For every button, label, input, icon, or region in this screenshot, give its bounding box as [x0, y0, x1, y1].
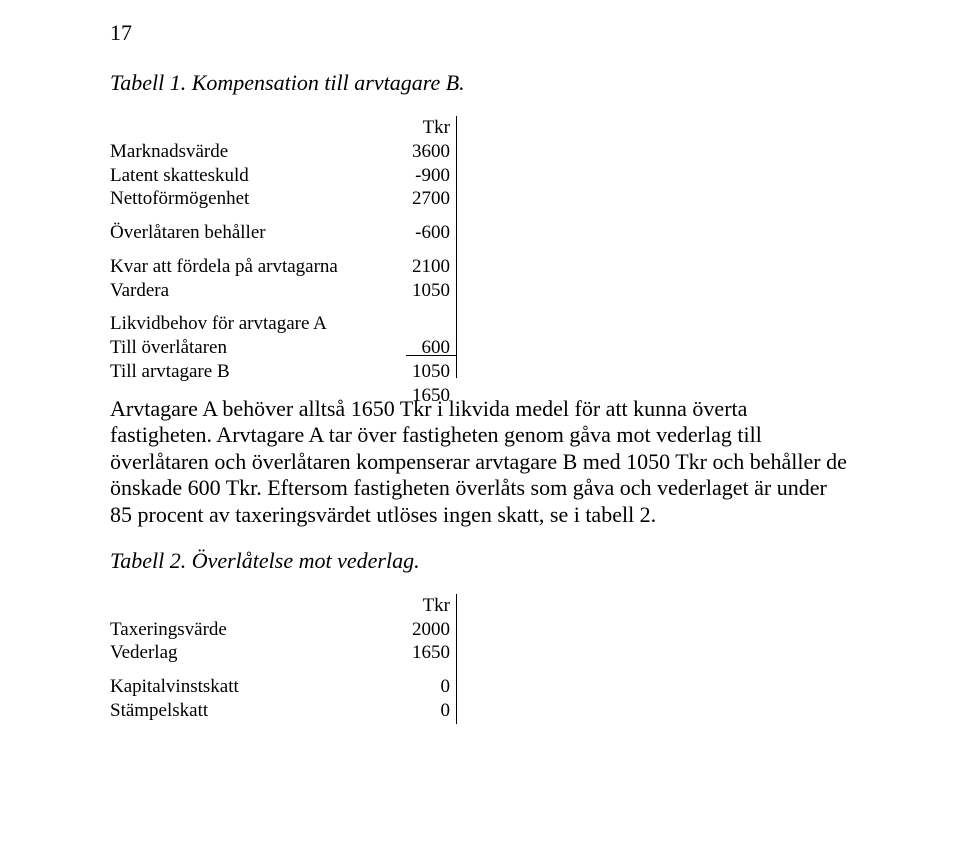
latent-label: Latent skatteskuld — [110, 164, 390, 188]
overlataren-val: -600 — [390, 221, 450, 245]
kvar-val: 2100 — [390, 255, 450, 279]
page: 17 Tabell 1. Kompensation till arvtagare… — [0, 0, 960, 854]
vederlag-val: 1650 — [390, 641, 450, 665]
table1-col-header-spacer — [110, 116, 390, 140]
vardera-val: 1050 — [390, 279, 450, 303]
vardera-label: Vardera — [110, 279, 390, 303]
sum-label — [110, 384, 390, 408]
latent-val: -900 — [390, 164, 450, 188]
table2-heading: Tabell 2. Överlåtelse mot vederlag. — [110, 548, 850, 574]
netto-val: 2700 — [390, 187, 450, 211]
stampel-label: Stämpelskatt — [110, 699, 390, 723]
table1-heading: Tabell 1. Kompensation till arvtagare B. — [110, 70, 850, 96]
page-number: 17 — [110, 20, 850, 46]
likvid-val — [390, 312, 450, 336]
netto-label: Nettoförmögenhet — [110, 187, 390, 211]
till-over-val: 600 — [390, 336, 450, 360]
likvid-label: Likvidbehov för arvtagare A — [110, 312, 390, 336]
table1-col-header: Tkr — [390, 116, 450, 140]
kvar-label: Kvar att fördela på arvtagarna — [110, 255, 390, 279]
body-paragraph: Arvtagare A behöver alltså 1650 Tkr i li… — [110, 396, 850, 528]
table2-vertical-rule — [456, 594, 457, 724]
till-over-label: Till överlåtaren — [110, 336, 390, 360]
marknadsvarde-label: Marknadsvärde — [110, 140, 390, 164]
sum-val: 1650 — [390, 384, 450, 408]
vederlag-label: Vederlag — [110, 641, 390, 665]
till-b-label: Till arvtagare B — [110, 360, 390, 384]
stampel-val: 0 — [390, 699, 450, 723]
kapvinst-label: Kapitalvinstskatt — [110, 675, 390, 699]
marknadsvarde-val: 3600 — [390, 140, 450, 164]
kapvinst-val: 0 — [390, 675, 450, 699]
table1: Tkr Marknadsvärde 3600 Latent skatteskul… — [110, 116, 850, 378]
table2-col-header-spacer — [110, 594, 390, 618]
overlataren-label: Överlåtaren behåller — [110, 221, 390, 245]
till-b-val: 1050 — [390, 360, 450, 384]
tax-label: Taxeringsvärde — [110, 618, 390, 642]
table1-vertical-rule — [456, 116, 457, 378]
tax-val: 2000 — [390, 618, 450, 642]
table2-col-header: Tkr — [390, 594, 450, 618]
table1-sum-rule — [406, 355, 456, 356]
table2: Tkr Taxeringsvärde 2000 Vederlag 1650 Ka… — [110, 594, 850, 724]
